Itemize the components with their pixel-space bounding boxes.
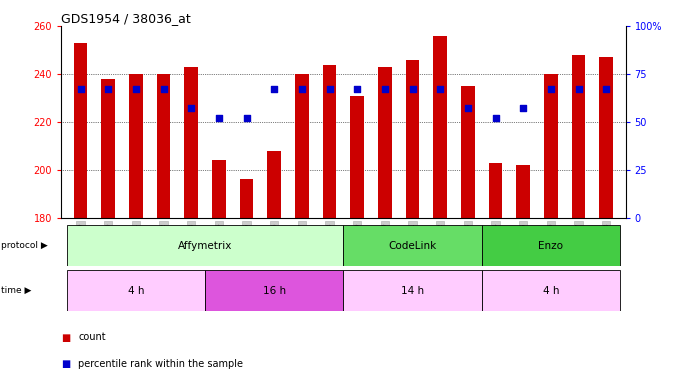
Bar bbox=[67, 225, 343, 266]
Point bbox=[435, 86, 445, 92]
Bar bbox=[156, 74, 171, 217]
Text: 14 h: 14 h bbox=[401, 286, 424, 296]
Point bbox=[296, 86, 307, 92]
Text: time ▶: time ▶ bbox=[1, 286, 31, 295]
Point bbox=[158, 86, 169, 92]
Bar bbox=[267, 150, 281, 217]
Text: CodeLink: CodeLink bbox=[388, 241, 437, 250]
Point bbox=[269, 86, 279, 92]
Bar bbox=[343, 270, 481, 311]
Bar bbox=[378, 67, 392, 218]
Bar bbox=[572, 55, 585, 217]
Text: GDS1954 / 38036_at: GDS1954 / 38036_at bbox=[61, 12, 191, 25]
Bar bbox=[295, 74, 309, 217]
Text: protocol ▶: protocol ▶ bbox=[1, 241, 48, 250]
Point bbox=[545, 86, 556, 92]
Point bbox=[103, 86, 114, 92]
Bar bbox=[184, 67, 198, 218]
Point bbox=[324, 86, 335, 92]
Text: count: count bbox=[78, 333, 106, 342]
Text: 16 h: 16 h bbox=[262, 286, 286, 296]
Point bbox=[186, 105, 197, 111]
Bar bbox=[239, 179, 254, 218]
Bar bbox=[433, 36, 447, 218]
Point bbox=[131, 86, 141, 92]
Bar bbox=[343, 225, 481, 266]
Bar bbox=[67, 270, 205, 311]
Bar bbox=[544, 74, 558, 217]
Bar bbox=[205, 270, 343, 311]
Point bbox=[573, 86, 584, 92]
Text: ■: ■ bbox=[61, 359, 71, 369]
Bar bbox=[481, 225, 620, 266]
Bar bbox=[101, 79, 115, 218]
Bar bbox=[599, 57, 613, 217]
Point bbox=[462, 105, 473, 111]
Bar bbox=[322, 64, 337, 218]
Text: percentile rank within the sample: percentile rank within the sample bbox=[78, 359, 243, 369]
Bar bbox=[406, 60, 420, 217]
Point bbox=[214, 115, 224, 121]
Bar bbox=[212, 160, 226, 218]
Text: ■: ■ bbox=[61, 333, 71, 342]
Point bbox=[241, 115, 252, 121]
Text: Affymetrix: Affymetrix bbox=[178, 241, 233, 250]
Bar bbox=[73, 43, 88, 218]
Text: Enzo: Enzo bbox=[539, 241, 564, 250]
Bar bbox=[461, 86, 475, 218]
Bar bbox=[489, 162, 503, 218]
Point bbox=[601, 86, 612, 92]
Text: 4 h: 4 h bbox=[128, 286, 144, 296]
Point bbox=[379, 86, 390, 92]
Point bbox=[352, 86, 362, 92]
Point bbox=[517, 105, 528, 111]
Point bbox=[407, 86, 418, 92]
Bar bbox=[350, 96, 364, 218]
Point bbox=[490, 115, 501, 121]
Bar bbox=[129, 74, 143, 217]
Bar bbox=[481, 270, 620, 311]
Point bbox=[75, 86, 86, 92]
Bar bbox=[516, 165, 530, 218]
Text: 4 h: 4 h bbox=[543, 286, 559, 296]
